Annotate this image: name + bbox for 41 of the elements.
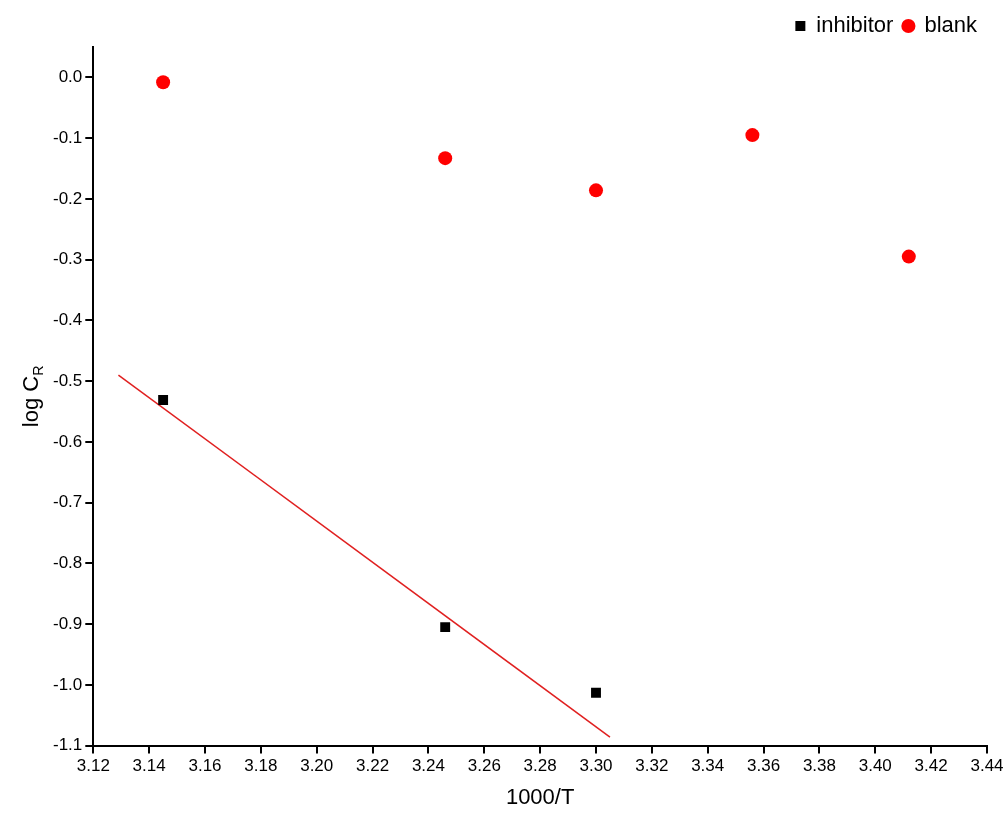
y-tick-label: -0.6 (53, 431, 83, 451)
legend-label: blank (924, 12, 978, 38)
y-tick-label: -0.2 (53, 188, 83, 208)
x-tick-label: 3.36 (747, 756, 781, 776)
x-tick-label: 3.26 (467, 756, 501, 776)
x-tick-label: 3.12 (76, 756, 110, 776)
y-axis-title: log CR (18, 365, 46, 428)
x-tick-label: 3.20 (300, 756, 334, 776)
y-tick-label: -0.4 (53, 310, 83, 330)
x-tick-label: 3.28 (523, 756, 557, 776)
y-tick-label: 0.0 (58, 67, 83, 87)
y-tick-label: -0.1 (53, 127, 83, 147)
x-tick-label: 3.40 (858, 756, 892, 776)
y-tick-label: -0.3 (53, 249, 83, 269)
point (158, 395, 169, 405)
point (438, 151, 453, 166)
y-tick-label: -0.7 (53, 492, 83, 512)
x-tick-label: 3.24 (411, 756, 445, 776)
point (589, 183, 603, 198)
y-tick-label: -0.5 (53, 370, 83, 390)
x-tick-label: 3.14 (132, 756, 166, 776)
x-tick-label: 3.34 (691, 756, 725, 776)
x-tick-label: 3.16 (188, 756, 222, 776)
x-tick-label: 3.18 (244, 756, 278, 776)
y-tick-label: -1.0 (53, 674, 83, 694)
point (745, 128, 760, 143)
x-tick-label: 3.38 (802, 756, 836, 776)
point (156, 75, 171, 90)
x-tick-label: 3.32 (635, 756, 669, 776)
x-tick-label: 3.30 (579, 756, 613, 776)
point (591, 687, 601, 698)
y-tick-label: -1.1 (53, 735, 83, 755)
x-tick-label: 3.44 (970, 756, 1004, 776)
x-tick-label: 3.22 (356, 756, 390, 776)
point (901, 249, 916, 264)
x-tick-label: 3.42 (914, 756, 948, 776)
legend-label: inhibitor (816, 12, 894, 38)
y-tick-label: -0.9 (53, 613, 83, 633)
y-tick-label: -0.8 (53, 553, 83, 573)
point (440, 622, 451, 633)
x-axis-title: 1000/T (505, 784, 575, 810)
